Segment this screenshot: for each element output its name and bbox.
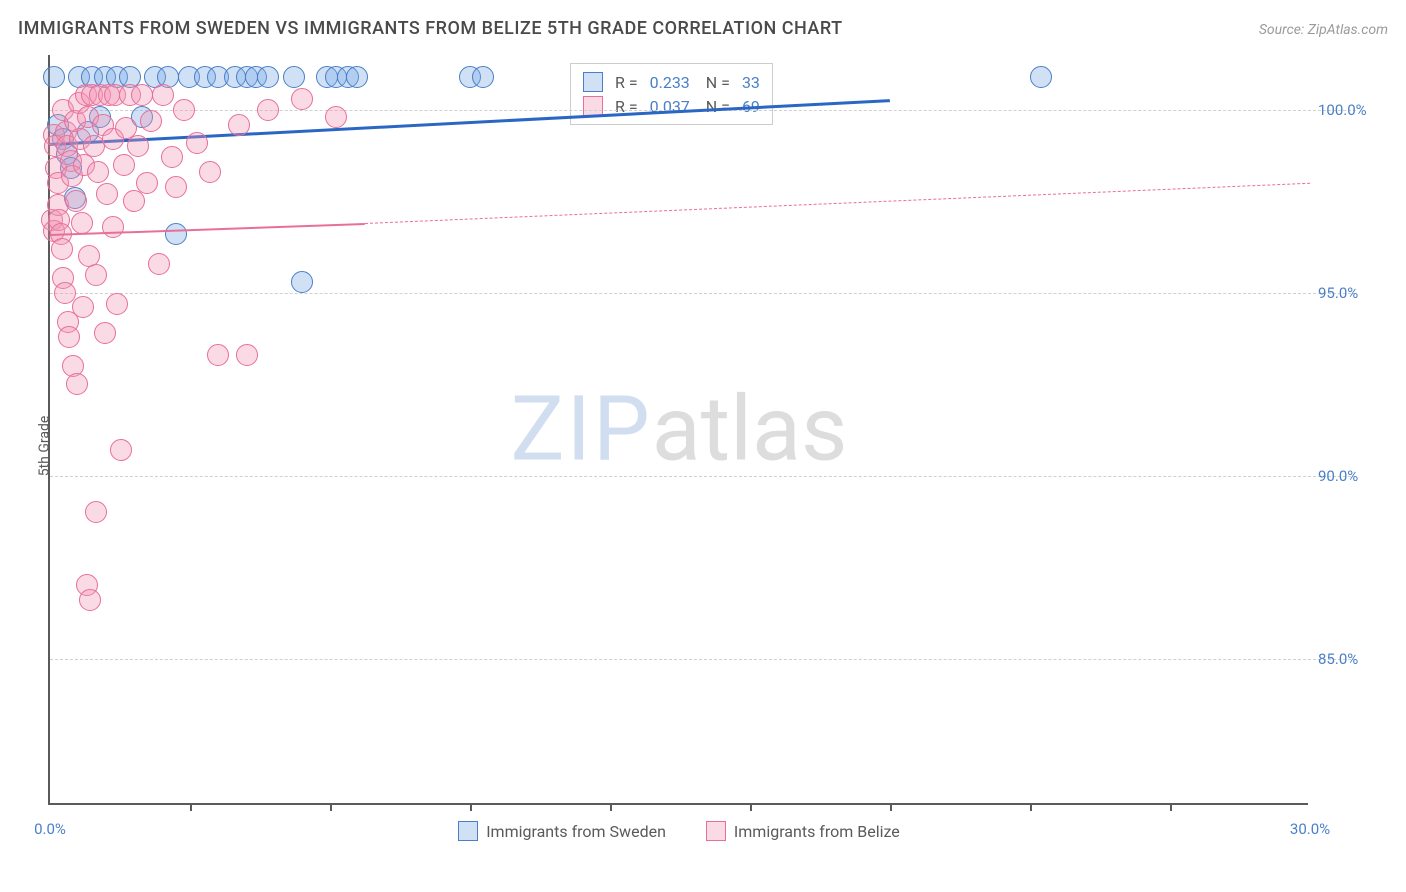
stats-row: R = 0.233 N = 33 [583, 70, 760, 94]
scatter-point [173, 99, 195, 121]
stats-n-value: 33 [742, 73, 760, 92]
scatter-point [54, 282, 76, 304]
scatter-point [199, 161, 221, 183]
xtick [190, 803, 192, 811]
trend-line [365, 183, 1310, 224]
xtick-label: 0.0% [34, 820, 66, 838]
scatter-point [58, 326, 80, 348]
xtick [890, 803, 892, 811]
scatter-point [140, 110, 162, 132]
source-attribution: Source: ZipAtlas.com [1259, 22, 1388, 38]
gridline-h [50, 659, 1356, 660]
scatter-point [131, 84, 153, 106]
scatter-point [110, 439, 132, 461]
gridline-h [50, 476, 1356, 477]
scatter-point [186, 132, 208, 154]
chart-title: IMMIGRANTS FROM SWEDEN VS IMMIGRANTS FRO… [18, 18, 843, 39]
scatter-point [113, 154, 135, 176]
scatter-point [71, 212, 93, 234]
stats-n-label: N = [702, 97, 730, 116]
scatter-point [346, 66, 368, 88]
xtick [610, 803, 612, 811]
ytick-label: 95.0% [1318, 284, 1398, 302]
legend-swatch-belize [706, 821, 726, 841]
xtick [1170, 803, 1172, 811]
legend-swatch-sweden [458, 821, 478, 841]
scatter-point [472, 66, 494, 88]
watermark-atlas: atlas [652, 377, 848, 482]
scatter-point [228, 114, 250, 136]
scatter-point [85, 501, 107, 523]
scatter-point [136, 172, 158, 194]
legend-label-belize: Immigrants from Belize [734, 822, 900, 841]
scatter-point [102, 216, 124, 238]
scatter-point [165, 176, 187, 198]
scatter-point [257, 66, 279, 88]
trend-line [50, 223, 365, 236]
ytick-label: 100.0% [1318, 101, 1398, 119]
scatter-point [94, 322, 116, 344]
stats-r-label: R = [615, 73, 638, 92]
scatter-point [152, 84, 174, 106]
scatter-point [51, 238, 73, 260]
legend-label-sweden: Immigrants from Sweden [486, 822, 666, 841]
scatter-point [257, 99, 279, 121]
ytick-label: 90.0% [1318, 467, 1398, 485]
scatter-point [1030, 66, 1052, 88]
scatter-point [87, 161, 109, 183]
scatter-point [79, 589, 101, 611]
legend-item-belize: Immigrants from Belize [706, 821, 900, 841]
scatter-point [65, 190, 87, 212]
plot-area: ZIPatlas R =0.233 N =33R =0.037 N =69 Im… [48, 55, 1308, 805]
scatter-point [161, 146, 183, 168]
scatter-point [283, 66, 305, 88]
gridline-h [50, 293, 1356, 294]
scatter-point [127, 135, 149, 157]
scatter-point [325, 106, 347, 128]
stats-swatch [583, 96, 603, 116]
scatter-point [96, 183, 118, 205]
legend-item-sweden: Immigrants from Sweden [458, 821, 666, 841]
watermark-zip: ZIP [511, 377, 652, 482]
scatter-point [291, 271, 313, 293]
watermark: ZIPatlas [511, 377, 848, 482]
ytick-label: 85.0% [1318, 650, 1398, 668]
scatter-point [123, 190, 145, 212]
xtick [750, 803, 752, 811]
chart-header: IMMIGRANTS FROM SWEDEN VS IMMIGRANTS FRO… [18, 18, 1388, 39]
bottom-legend: Immigrants from Sweden Immigrants from B… [50, 821, 1308, 841]
xtick [1030, 803, 1032, 811]
scatter-point [207, 344, 229, 366]
scatter-point [165, 223, 187, 245]
stats-swatch [583, 72, 603, 92]
scatter-point [66, 373, 88, 395]
scatter-point [236, 344, 258, 366]
scatter-point [106, 293, 128, 315]
scatter-point [291, 88, 313, 110]
stats-n-label: N = [702, 73, 730, 92]
scatter-point [148, 253, 170, 275]
scatter-point [43, 66, 65, 88]
xtick [470, 803, 472, 811]
xtick [330, 803, 332, 811]
scatter-point [85, 264, 107, 286]
stats-r-value: 0.233 [650, 73, 690, 92]
scatter-point [72, 296, 94, 318]
xtick-label: 30.0% [1290, 820, 1330, 838]
